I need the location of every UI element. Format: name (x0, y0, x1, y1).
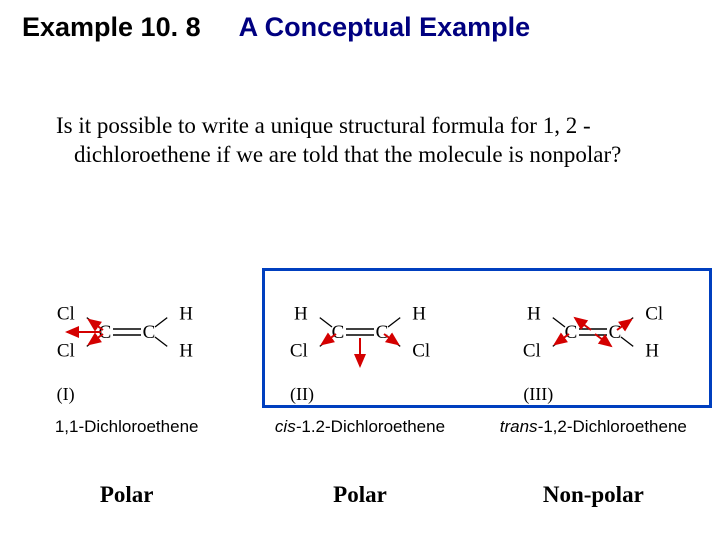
svg-text:Cl: Cl (290, 340, 308, 361)
molecule-1: CCClClHH (I) 1,1-Dichloroethene (17, 282, 237, 437)
molecule-1-structure: CCClClHH (27, 282, 227, 382)
slide-header: Example 10. 8 A Conceptual Example (22, 12, 698, 43)
svg-text:C: C (376, 322, 389, 343)
molecule-2-polarity: Polar (250, 482, 470, 508)
svg-text:C: C (609, 322, 622, 343)
svg-text:Cl: Cl (523, 340, 541, 361)
svg-text:H: H (646, 340, 660, 361)
molecule-2: C C H Cl H Cl (II) cis-1.2-Dichloroethene (250, 282, 470, 437)
molecule-figures: CCClClHH (I) 1,1-Dichloroethene CCHClHCl… (10, 282, 710, 437)
svg-text:Cl: Cl (56, 340, 74, 361)
polarity-labels: Polar Polar Non-polar (10, 482, 710, 508)
molecule-3-index: (III) (523, 384, 553, 405)
svg-text:Cl: Cl (56, 304, 74, 325)
svg-text:H: H (179, 340, 193, 361)
molecule-3-structure: C C H Cl Cl H (493, 282, 693, 382)
svg-text:H: H (412, 304, 426, 325)
molecule-1-name: 1,1-Dichloroethene (55, 417, 199, 437)
molecule-1-polarity: Polar (17, 482, 237, 508)
svg-text:Cl: Cl (646, 304, 664, 325)
slide-title: A Conceptual Example (239, 12, 531, 42)
svg-text:C: C (142, 322, 155, 343)
molecule-1-index: (I) (57, 384, 75, 405)
svg-text:C: C (565, 322, 578, 343)
example-number: Example 10. 8 (22, 12, 201, 42)
svg-text:H: H (294, 304, 308, 325)
svg-text:H: H (179, 304, 193, 325)
molecule-2-index: (II) (290, 384, 314, 405)
svg-text:Cl: Cl (412, 340, 430, 361)
svg-text:H: H (527, 304, 541, 325)
molecule-2-name: cis-1.2-Dichloroethene (275, 417, 445, 437)
molecule-3-polarity: Non-polar (483, 482, 703, 508)
molecule-3-name: trans-1,2-Dichloroethene (500, 417, 687, 437)
molecule-2-structure: C C H Cl H Cl (260, 282, 460, 382)
question-text: Is it possible to write a unique structu… (56, 112, 670, 170)
molecule-3: C C H Cl Cl H (III) trans-1,2-Dichloroethene (483, 282, 703, 437)
svg-text:C: C (332, 322, 345, 343)
